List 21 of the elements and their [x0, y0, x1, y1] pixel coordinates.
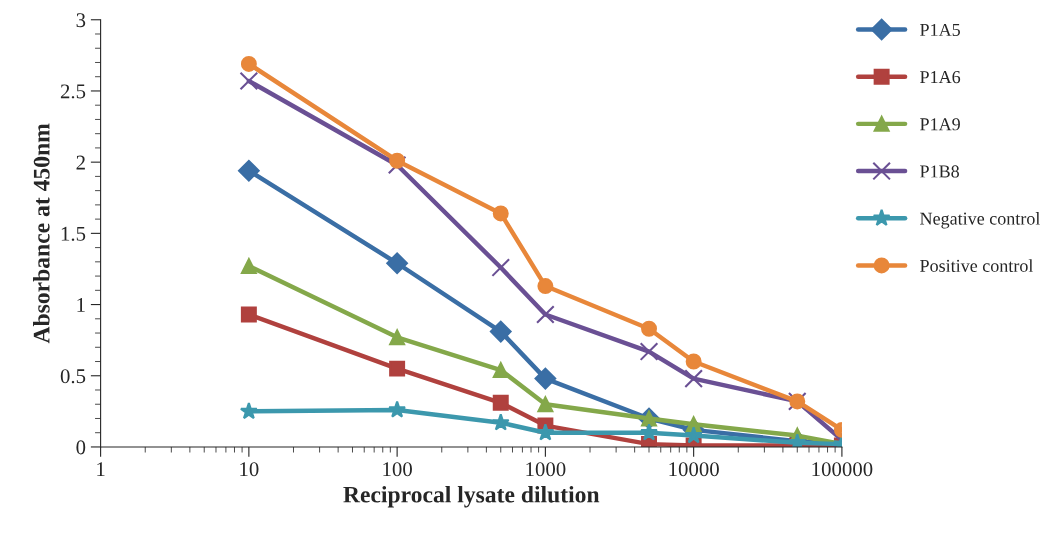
x-tick-label: 10	[240, 462, 259, 477]
y-tick-label: 2.5	[60, 84, 86, 99]
legend-label: P1B8	[920, 165, 959, 178]
x-tick-label: 10000	[669, 462, 719, 477]
y-tick-label: 2	[76, 155, 85, 170]
x-tick-label: 100	[383, 462, 412, 477]
x-tick-label: 1000	[526, 462, 566, 477]
legend-label: P1A9	[920, 118, 960, 131]
y-tick-label: 0	[76, 440, 86, 455]
legend-label: Positive control	[920, 259, 1034, 272]
x-axis-title: Reciprocal lysate dilution	[343, 485, 600, 508]
legend-label: P1A5	[920, 23, 960, 37]
y-tick-label: 1.5	[61, 226, 86, 241]
y-tick-label: 1	[77, 298, 85, 312]
legend-label: P1A6	[920, 71, 961, 84]
x-tick-label: 1	[97, 462, 105, 476]
y-tick-label: 0.5	[60, 369, 86, 384]
y-tick-label: 3	[76, 13, 86, 28]
y-axis-title: Absorbance at 450nm	[33, 123, 50, 344]
x-tick-label: 100000	[812, 462, 873, 477]
legend-label: Negative control	[920, 212, 1041, 229]
